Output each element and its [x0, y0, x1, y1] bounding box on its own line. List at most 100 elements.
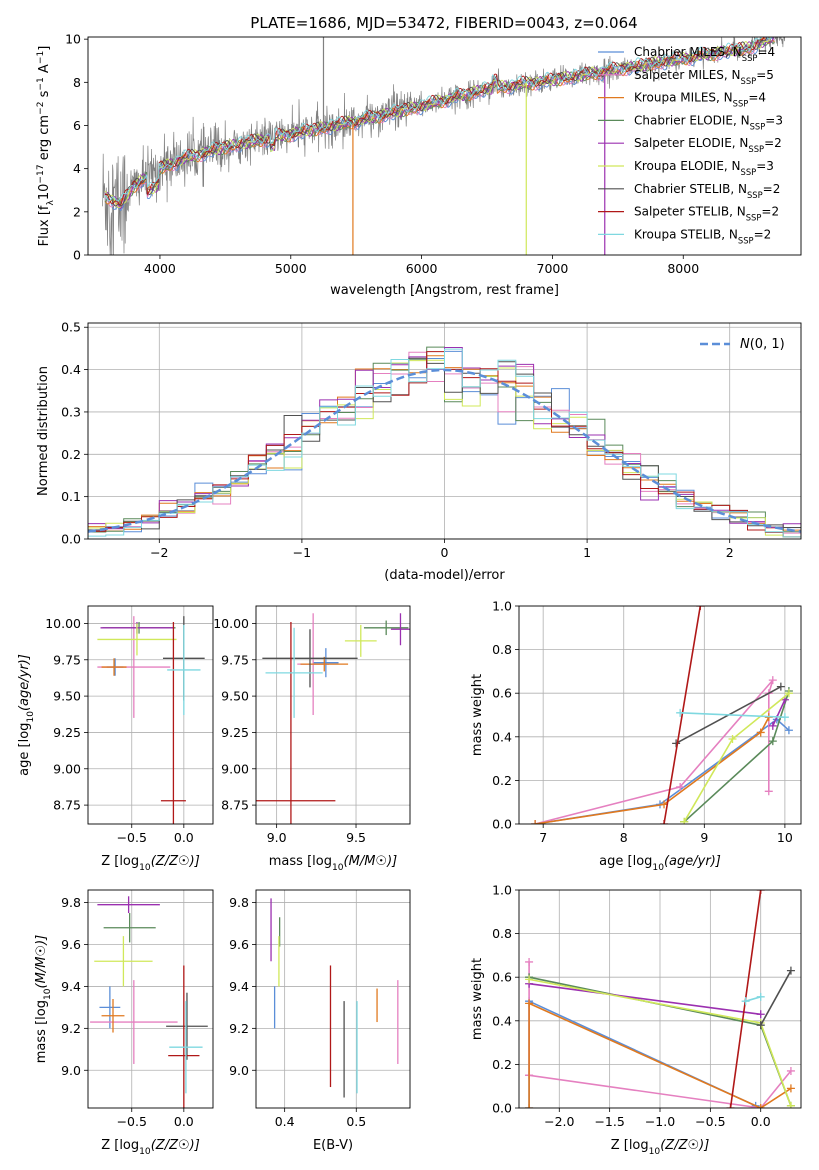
weight-marker-9: [780, 713, 789, 722]
y-tick-label: 9.2: [229, 1021, 249, 1036]
axes-frame: [87, 322, 802, 540]
label-part: age [log: [17, 723, 32, 776]
y-tick-label: 1.0: [492, 599, 512, 614]
label-part: 10: [332, 863, 344, 873]
label-part: =2: [754, 227, 772, 241]
y-axis-label: age [log10(age/yr)]: [17, 654, 36, 776]
weight-line-6: [683, 692, 790, 823]
plot-area: [256, 606, 410, 824]
y-tick-label: 0.2: [492, 1057, 512, 1072]
y-tick-label: 9.4: [61, 979, 81, 994]
y-axis-label: Normed distribution: [36, 366, 51, 496]
legend-label-1: Chabrier MILES, NSSP=4: [634, 45, 775, 63]
weight-marker-6: [525, 975, 534, 984]
x-tick-label: 9.0: [267, 830, 287, 845]
weight-marker-7: [786, 966, 795, 975]
label-part: Salpeter STELIB, N: [634, 205, 746, 219]
label-part: 10: [139, 1147, 151, 1157]
label-part: Salpeter MILES, N: [634, 68, 741, 82]
figure-title: PLATE=1686, MJD=53472, FIBERID=0043, z=0…: [250, 14, 637, 32]
weight-marker-2: [764, 787, 773, 796]
x-tick-label: −0.5: [695, 1114, 725, 1129]
label-part: Salpeter ELODIE, N: [634, 136, 748, 150]
x-axis-label: Z [log10(Z/Z☉)]: [101, 1138, 200, 1157]
y-tick-label: 9.25: [221, 725, 249, 740]
model-spectrum-9: [104, 37, 775, 202]
x-tick-label: −1.0: [645, 1114, 675, 1129]
y-tick-label: 9.4: [229, 979, 249, 994]
x-tick-label: 4000: [144, 261, 176, 276]
label-part: (Z/Z☉)]: [660, 1138, 709, 1153]
histogram-7: [88, 357, 801, 539]
label-part: λ: [46, 200, 56, 206]
label-part: =4: [748, 91, 766, 105]
label-part: Z [log: [611, 1138, 649, 1153]
plot-area: [88, 606, 213, 824]
y-tick-label: 0: [73, 248, 81, 263]
x-tick-label: 0.0: [174, 830, 194, 845]
y-axis-label: mass [log10(M/M☉)]: [34, 935, 53, 1063]
weight-marker-7: [672, 739, 681, 748]
weight-marker-2: [676, 782, 685, 791]
legend-label-2: Salpeter MILES, NSSP=5: [634, 68, 774, 86]
label-part: erg cm: [37, 115, 52, 164]
label-subscript: SSP: [746, 213, 762, 223]
weight-line-5: [772, 699, 786, 727]
y-tick-label: 0.3: [61, 404, 81, 419]
y-tick-label: 9.6: [61, 937, 81, 952]
legend-label-7: Chabrier STELIB, NSSP=2: [634, 182, 780, 200]
y-tick-label: 1.0: [492, 883, 512, 898]
x-tick-label: 0.4: [275, 1114, 295, 1129]
weight-marker-8: [726, 1104, 735, 1108]
x-tick-label: 9.5: [346, 830, 366, 845]
weight-marker-8: [756, 890, 765, 894]
label-part: age [log: [599, 854, 652, 869]
label-part: −2: [36, 102, 46, 115]
y-tick-label: 0.4: [61, 362, 81, 377]
label-part: Kroupa MILES, N: [634, 91, 733, 105]
weight-line-3: [528, 1002, 792, 1108]
panel-age_vs_mass: 9.0 9.5 8.75 9.00 9.25 9.50 9.75 10.00 mass [log…: [213, 605, 411, 873]
label-part: (M/M☉)]: [344, 854, 398, 869]
plot-area: [519, 606, 801, 824]
label-part: −1: [36, 51, 46, 64]
label-part: =3: [756, 159, 774, 173]
x-tick-label: −2: [150, 545, 168, 560]
label-subscript: SSP: [741, 76, 757, 86]
y-tick-label: 4: [73, 161, 81, 176]
label-part: (0, 1): [750, 337, 785, 352]
weight-line-5: [528, 982, 761, 1016]
y-tick-label: 0.2: [61, 447, 81, 462]
y-tick-label: 0.0: [492, 1101, 512, 1116]
label-subscript: SSP: [741, 167, 757, 177]
y-tick-label: 9.50: [221, 689, 249, 704]
plot-area: [102, 37, 786, 255]
y-tick-label: 0.4: [492, 729, 512, 744]
legend-label-gaussian: N(0, 1): [740, 337, 785, 352]
x-tick-label: 10: [777, 830, 793, 845]
y-tick-label: 0.0: [61, 532, 81, 547]
x-tick-label: 8000: [667, 261, 699, 276]
label-part: Flux [f: [37, 205, 52, 246]
y-tick-label: 9.00: [221, 761, 249, 776]
weight-marker-8: [660, 820, 669, 824]
y-tick-label: 9.00: [53, 761, 81, 776]
legend-label-3: Kroupa MILES, NSSP=4: [634, 91, 766, 109]
plot-area: [519, 890, 801, 1108]
panel-residuals: −2 −1 0 1 2 0.0 0.1 0.2 0.3 0.4 0.5 (data-model)/er…: [36, 320, 802, 583]
x-tick-label: 0: [441, 545, 449, 560]
axes-frame: [255, 605, 411, 825]
legend-label-5: Salpeter ELODIE, NSSP=2: [634, 136, 782, 154]
plot-area: [88, 323, 801, 539]
label-part: N: [740, 337, 750, 352]
legend-label-6: Kroupa ELODIE, NSSP=3: [634, 159, 774, 177]
label-part: s: [37, 90, 52, 101]
label-part: mass [log: [269, 854, 332, 869]
y-tick-label: 9.25: [53, 725, 81, 740]
label-part: =2: [761, 205, 779, 219]
axes-frame: [255, 889, 411, 1109]
y-tick-label: 10.00: [45, 616, 81, 631]
label-part: (age/yr)]: [664, 854, 721, 869]
y-tick-label: 8.75: [221, 798, 249, 813]
